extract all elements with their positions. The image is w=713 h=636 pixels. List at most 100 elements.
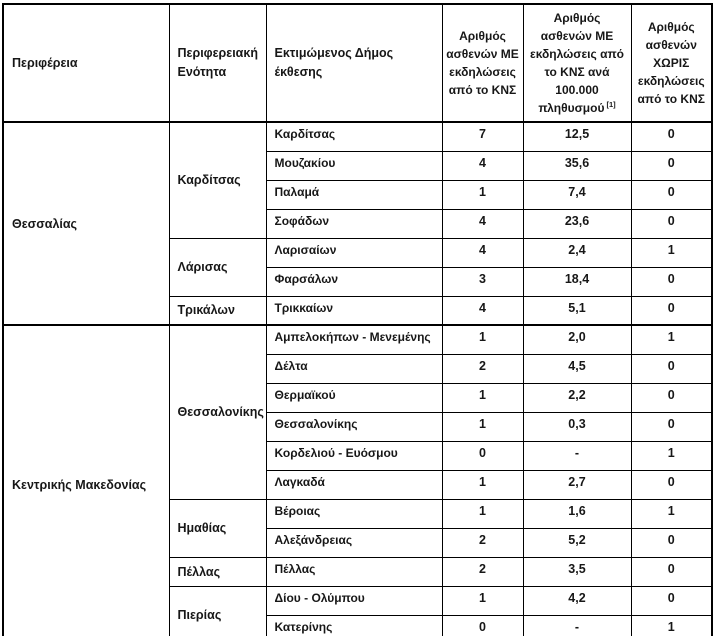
patients-with-cns-cell: 1 <box>441 411 524 442</box>
patients-per-100k-cell: 18,4 <box>522 266 632 297</box>
patients-without-cns-cell: 0 <box>630 295 713 326</box>
patients-without-cns-cell: 0 <box>630 411 713 442</box>
patients-with-cns-cell: 1 <box>441 469 524 500</box>
region-cell: Κεντρικής Μακεδονίας <box>2 324 170 636</box>
municipality-cell: Δίου - Ολύμπου <box>265 585 443 616</box>
patients-per-100k-cell: 2,2 <box>522 382 632 413</box>
table-row: Λαγκαδά 1 2,7 0 <box>3 469 713 500</box>
patients-without-cns-cell: 1 <box>630 237 713 268</box>
patients-without-cns-cell: 0 <box>630 556 713 587</box>
table-body: Θεσσαλίας Καρδίτσας Καρδίτσας 7 12,5 0 Μουζακί… <box>2 121 713 636</box>
patients-without-cns-cell: 1 <box>630 498 713 529</box>
col-header-without-cns: Αριθμός ασθενών ΧΩΡΙΣ εκδηλώσεις από το … <box>630 3 713 123</box>
regional-unit-cell: Ημαθίας <box>168 498 267 558</box>
patients-per-100k-cell: 2,7 <box>522 469 632 500</box>
regional-unit-cell: Θεσσαλονίκης <box>168 324 267 500</box>
patients-with-cns-cell: 4 <box>441 208 524 239</box>
header-row: Περιφέρεια Περιφερειακή Ενότητα Εκτιμώμε… <box>2 3 713 123</box>
patients-without-cns-cell: 0 <box>630 527 713 558</box>
patients-without-cns-cell: 0 <box>630 150 713 181</box>
table-row: Θερμαϊκού 1 2,2 0 <box>3 382 713 413</box>
patients-with-cns-cell: 1 <box>441 382 524 413</box>
municipality-cell: Φαρσάλων <box>265 266 443 297</box>
patients-with-cns-cell: 7 <box>441 121 524 152</box>
regional-unit-cell: Λάρισας <box>168 237 267 297</box>
regional-unit-cell: Τρικάλων <box>168 295 267 326</box>
patients-without-cns-cell: 0 <box>630 179 713 210</box>
patients-with-cns-cell: 1 <box>441 585 524 616</box>
patients-with-cns-cell: 2 <box>441 353 524 384</box>
patients-per-100k-cell: 2,4 <box>522 237 632 268</box>
patients-without-cns-cell: 1 <box>630 614 713 636</box>
patients-without-cns-cell: 0 <box>630 121 713 152</box>
patients-with-cns-cell: 1 <box>441 179 524 210</box>
col-header-region: Περιφέρεια <box>2 3 170 123</box>
patients-per-100k-cell: 2,0 <box>522 324 632 355</box>
patients-per-100k-cell: 12,5 <box>522 121 632 152</box>
patients-per-100k-cell: 5,2 <box>522 527 632 558</box>
regional-unit-cell: Πιερίας <box>168 585 267 636</box>
patients-without-cns-cell: 0 <box>630 585 713 616</box>
per-100k-header-label: Αριθμός ασθενών ΜΕ εκδηλώσεις από το ΚΝΣ… <box>530 11 624 115</box>
table-row: Θεσσαλονίκης 1 0,3 0 <box>3 411 713 442</box>
col-header-with-cns: Αριθμός ασθενών ΜΕ εκδηλώσεις από το ΚΝΣ <box>441 3 524 123</box>
patients-with-cns-cell: 4 <box>441 150 524 181</box>
patients-with-cns-cell: 0 <box>441 440 524 471</box>
municipality-cell: Θερμαϊκού <box>265 382 443 413</box>
patients-with-cns-cell: 1 <box>441 498 524 529</box>
table-row: Παλαμά 1 7,4 0 <box>3 179 713 210</box>
patients-without-cns-cell: 0 <box>630 353 713 384</box>
patients-per-100k-cell: - <box>522 614 632 636</box>
table-row: Τρικάλων Τρικκαίων 4 5,1 0 <box>3 295 713 326</box>
col-header-per-100k: Αριθμός ασθενών ΜΕ εκδηλώσεις από το ΚΝΣ… <box>522 3 632 123</box>
table-row: Μουζακίου 4 35,6 0 <box>3 150 713 181</box>
municipality-cell: Θεσσαλονίκης <box>265 411 443 442</box>
patients-with-cns-cell: 4 <box>441 237 524 268</box>
municipality-cell: Πέλλας <box>265 556 443 587</box>
municipality-cell: Μουζακίου <box>265 150 443 181</box>
municipality-cell: Παλαμά <box>265 179 443 210</box>
footnote-1-marker: [1] <box>606 100 616 109</box>
municipality-cell: Δέλτα <box>265 353 443 384</box>
municipality-cell: Κατερίνης <box>265 614 443 636</box>
patients-with-cns-cell: 2 <box>441 556 524 587</box>
patients-per-100k-cell: 23,6 <box>522 208 632 239</box>
patients-per-100k-cell: 4,5 <box>522 353 632 384</box>
table-row: Θεσσαλίας Καρδίτσας Καρδίτσας 7 12,5 0 <box>2 121 713 326</box>
patients-per-100k-cell: 5,1 <box>522 295 632 326</box>
municipality-cell: Αλεξάνδρειας <box>265 527 443 558</box>
region-cell: Θεσσαλίας <box>2 121 170 326</box>
patients-with-cns-cell: 3 <box>441 266 524 297</box>
regional-unit-cell: Καρδίτσας <box>168 121 267 239</box>
patients-per-100k-cell: 4,2 <box>522 585 632 616</box>
municipality-cell: Κορδελιού - Ευόσμου <box>265 440 443 471</box>
patients-with-cns-cell: 1 <box>441 324 524 355</box>
col-header-municipality: Εκτιμώμενος Δήμος έκθεσης <box>265 3 443 123</box>
patients-per-100k-cell: 7,4 <box>522 179 632 210</box>
municipality-cell: Λαγκαδά <box>265 469 443 500</box>
table-row: Αλεξάνδρειας 2 5,2 0 <box>3 527 713 558</box>
municipality-cell: Βέροιας <box>265 498 443 529</box>
patients-with-cns-cell: 4 <box>441 295 524 326</box>
patients-per-100k-cell: 3,5 <box>522 556 632 587</box>
patients-without-cns-cell: 0 <box>630 382 713 413</box>
municipality-cell: Λαρισαίων <box>265 237 443 268</box>
patients-per-100k-cell: 35,6 <box>522 150 632 181</box>
wnv-cases-by-municipality-table: Περιφέρεια Περιφερειακή Ενότητα Εκτιμώμε… <box>2 3 713 636</box>
col-header-regional-unit: Περιφερειακή Ενότητα <box>168 3 267 123</box>
patients-without-cns-cell: 0 <box>630 266 713 297</box>
table-row: Κατερίνης 0-1 <box>3 614 713 636</box>
patients-per-100k-cell: 0,3 <box>522 411 632 442</box>
patients-per-100k-cell: - <box>522 440 632 471</box>
patients-per-100k-cell: 1,6 <box>522 498 632 529</box>
table-row: Πιερίας Δίου - Ολύμπου 1 4,2 0 <box>3 585 713 636</box>
patients-without-cns-cell: 0 <box>630 469 713 500</box>
regional-unit-cell: Πέλλας <box>168 556 267 587</box>
patients-with-cns-cell: 0 <box>441 614 524 636</box>
patients-without-cns-cell: 1 <box>630 324 713 355</box>
patients-with-cns-cell: 2 <box>441 527 524 558</box>
patients-without-cns-cell: 0 <box>630 208 713 239</box>
municipality-cell: Σοφάδων <box>265 208 443 239</box>
municipality-cell: Καρδίτσας <box>265 121 443 152</box>
table-row: Κεντρικής Μακεδονίας Θεσσαλονίκης Αμπελοκή… <box>2 324 713 636</box>
